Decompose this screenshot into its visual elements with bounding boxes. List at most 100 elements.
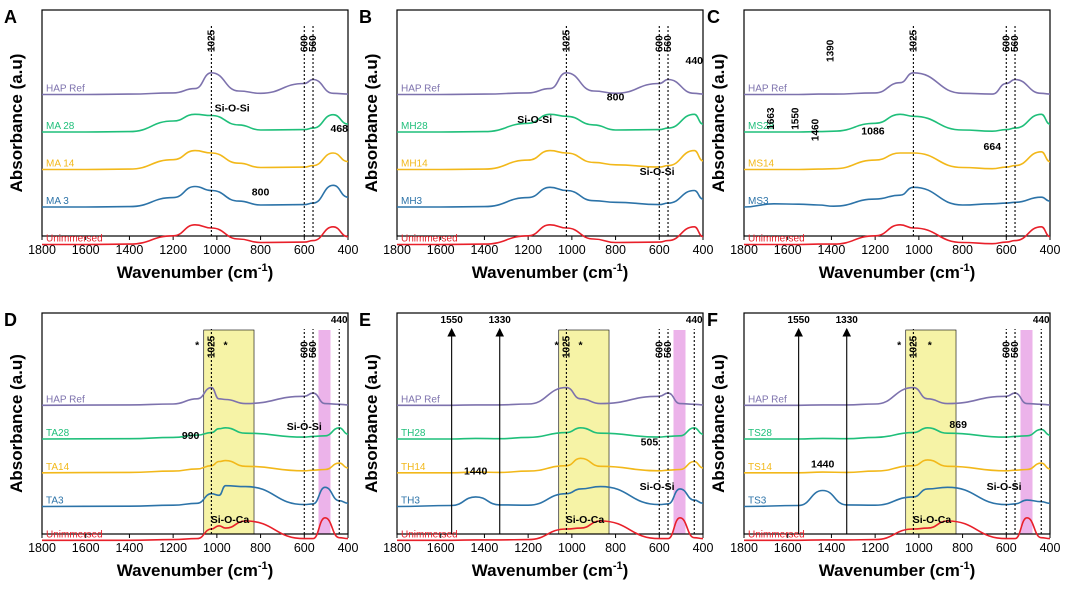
annotation: *	[224, 339, 229, 351]
annotation: 800	[252, 186, 270, 198]
peak-label: 1025	[561, 29, 572, 52]
series-line-2	[396, 457, 704, 474]
series-label: HAP Ref	[46, 84, 85, 95]
plot-frame	[41, 312, 349, 535]
peak-label: 600	[299, 341, 310, 358]
series-label: MA 3	[46, 196, 69, 207]
x-tick-label: 600	[294, 541, 315, 555]
x-tick-label: 1200	[514, 541, 542, 555]
series-line-4	[744, 223, 1051, 246]
annotation: Si-O-Si	[640, 166, 675, 178]
peak-label: 600	[654, 35, 665, 52]
x-tick-label: 1400	[818, 243, 846, 257]
x-tick-label: 1600	[774, 243, 802, 257]
x-tick-label: 1000	[558, 243, 586, 257]
series-label: TH14	[401, 462, 426, 473]
y-axis-title: Absorbance (a.u)	[7, 354, 26, 493]
series-label: HAP Ref	[401, 84, 440, 95]
annotation: *	[897, 339, 902, 351]
peak-label: 600	[299, 35, 310, 52]
peak-label: 1025	[206, 29, 217, 52]
peak-label: 1025	[908, 335, 919, 358]
series-line-3	[41, 184, 349, 208]
x-tick-label: 600	[996, 243, 1017, 257]
annotation: 468	[330, 123, 348, 135]
series-label: MH3	[401, 196, 423, 207]
series-line-0	[397, 386, 704, 407]
peak-label: 1025	[561, 335, 572, 358]
x-tick-label: 600	[649, 243, 670, 257]
plot-frame	[41, 9, 349, 237]
annotation: 869	[949, 419, 967, 431]
series-label: MH28	[401, 121, 428, 132]
annotation: Si-O-Si	[287, 421, 322, 433]
panel-letter: D	[4, 310, 17, 330]
x-tick-label: 1800	[28, 541, 56, 555]
peak-label: 1550	[788, 315, 811, 326]
series-line-0	[744, 386, 1051, 407]
x-tick-label: 1800	[28, 243, 56, 257]
annotation: Si-O-Ca	[566, 514, 605, 526]
x-axis-title: Wavenumber (cm-1)	[472, 262, 629, 282]
x-tick-label: 1600	[72, 541, 100, 555]
series-label: HAP Ref	[46, 394, 85, 405]
x-axis-title: Wavenumber (cm-1)	[117, 560, 274, 580]
series-label: TH28	[401, 428, 426, 439]
series-line-4	[743, 516, 1051, 542]
series-label: TS3	[748, 496, 767, 507]
x-tick-label: 400	[693, 243, 714, 257]
x-tick-label: 1600	[427, 243, 455, 257]
series-line-2	[42, 149, 349, 171]
series-label: MS28	[748, 121, 775, 132]
y-axis-title: Absorbance (a.u)	[709, 354, 728, 493]
series-line-1	[397, 426, 704, 440]
series-label: Unimmersed	[401, 234, 458, 245]
x-tick-label: 1200	[514, 243, 542, 257]
series-line-1	[744, 426, 1051, 440]
annotation: Si-O-Si	[517, 114, 552, 126]
panel-letter: E	[359, 310, 371, 330]
annotation: Si-O-Si	[987, 481, 1022, 493]
x-tick-label: 600	[649, 541, 670, 555]
peak-label: 560	[663, 35, 674, 52]
x-tick-label: 400	[1040, 541, 1061, 555]
peak-label: 600	[654, 341, 665, 358]
series-label: TA14	[46, 462, 70, 473]
peak-label: 1025	[206, 335, 217, 358]
x-tick-label: 1800	[383, 243, 411, 257]
series-line-4	[396, 516, 704, 542]
series-line-0	[743, 71, 1051, 96]
annotation: *	[195, 339, 200, 351]
x-tick-label: 1000	[203, 243, 231, 257]
annotation: *	[579, 339, 584, 351]
series-label: TS28	[748, 428, 772, 439]
x-tick-label: 1400	[471, 541, 499, 555]
x-tick-label: 1000	[203, 541, 231, 555]
annotation: 1440	[464, 465, 488, 477]
annotation: Si-O-Ca	[913, 514, 952, 526]
panel-a: 1800 1600 1400 1200 1000 800 600 400 Wavenumber …	[4, 7, 358, 282]
series-label: HAP Ref	[748, 394, 787, 405]
peak-label: 440	[331, 315, 348, 326]
panel-letter: C	[707, 7, 720, 27]
series-label: Unimmersed	[46, 529, 103, 540]
series-label: MS3	[748, 196, 769, 207]
plot-frame	[396, 312, 704, 535]
peak-label: 1330	[836, 315, 859, 326]
panel-letter: F	[707, 310, 718, 330]
annotation: 440	[685, 55, 703, 67]
si-o-si-band	[318, 330, 331, 534]
x-tick-label: 600	[294, 243, 315, 257]
x-axis-title: Wavenumber (cm-1)	[117, 262, 274, 282]
x-tick-label: 1600	[427, 541, 455, 555]
series-line-4	[397, 223, 704, 246]
series-label: MH14	[401, 159, 428, 170]
peak-label: 440	[686, 315, 703, 326]
series-line-3	[41, 484, 349, 508]
peak-label: 560	[1010, 35, 1021, 52]
annotation: Si-O-Si	[640, 481, 675, 493]
x-tick-label: 400	[338, 541, 359, 555]
x-tick-label: 1400	[116, 243, 144, 257]
annotation: 1663	[766, 107, 777, 130]
